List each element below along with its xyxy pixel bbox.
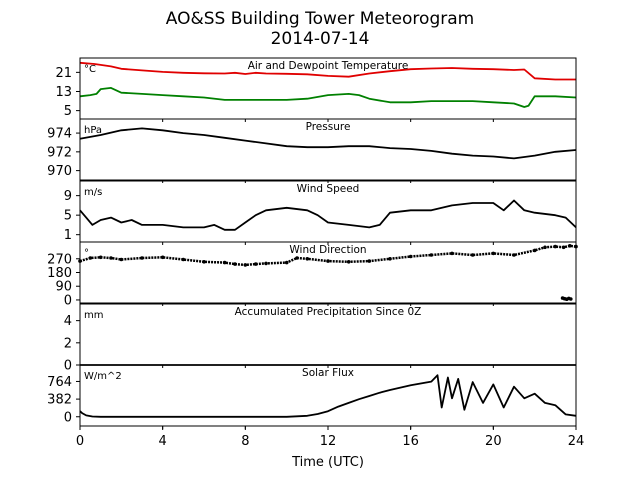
solar-flux-line-0 (79, 374, 577, 418)
wind-direction-title: Wind Direction (289, 244, 366, 256)
pressure-title: Pressure (306, 121, 351, 133)
wind-direction-point (450, 251, 454, 256)
temperature-series-1 (79, 87, 577, 108)
x-tick-label: 8 (241, 434, 249, 449)
wind-direction-series-1 (560, 296, 573, 302)
wind-direction-point (160, 255, 165, 260)
wind-direction-point (568, 244, 572, 248)
wind-direction-ytick-label: 270 (47, 252, 72, 267)
wind-direction-point (264, 261, 268, 266)
wind-direction-point (367, 259, 372, 263)
wind-direction-point (119, 257, 124, 262)
precipitation-title: Accumulated Precipitation Since 0Z (235, 306, 422, 318)
wind-direction-point (98, 255, 103, 260)
solar-flux-series-0 (79, 374, 577, 418)
temperature-ytick-label: 13 (55, 85, 72, 100)
wind-direction-point (429, 253, 434, 257)
wind-direction-unit-label: ° (84, 248, 89, 259)
wind-direction-point (553, 244, 558, 249)
x-tick-label: 12 (320, 434, 337, 449)
solar-flux-ytick-label: 764 (47, 375, 72, 390)
pressure-line-0 (79, 127, 577, 160)
solar-flux-title: Solar Flux (302, 367, 354, 379)
wind-speed-title: Wind Speed (297, 183, 360, 195)
wind-direction-point (284, 260, 289, 265)
wind-direction-point (326, 259, 330, 263)
wind-direction-point (202, 260, 206, 264)
wind-speed-line-0 (79, 199, 577, 231)
temperature-series-0 (79, 61, 576, 81)
wind-direction-series-0 (78, 244, 578, 267)
solar-flux-ytick-label: 0 (64, 410, 72, 425)
wind-direction-point (346, 260, 351, 264)
wind-direction-point (253, 262, 258, 266)
panel-wind-speed: 1 5 9 Wind Speed m/s (64, 180, 577, 245)
temperature-line-0 (79, 61, 576, 81)
wind-direction-point (295, 256, 299, 260)
x-axis: 0 4 8 12 16 20 24 (76, 426, 584, 449)
wind-direction-ytick-label: 180 (47, 266, 72, 281)
figure-title: AO&SS Building Tower Meteorogram (166, 9, 474, 29)
x-tick-label: 16 (402, 434, 419, 449)
wind-direction-point (408, 254, 413, 259)
temperature-ytick-label: 21 (55, 66, 72, 81)
wind-direction-point (243, 263, 248, 267)
wind-direction-point (88, 256, 93, 260)
pressure-ytick-label: 972 (47, 145, 72, 160)
temperature-ytick-label: 5 (64, 104, 72, 119)
x-tick-label: 24 (568, 434, 585, 449)
wind-direction-point (388, 257, 392, 261)
wind-direction-point (222, 260, 227, 265)
temperature-title: Air and Dewpoint Temperature (248, 60, 409, 72)
wind-direction-point (543, 245, 547, 250)
x-tick-label: 4 (159, 434, 167, 449)
wind-direction-ytick-label: 90 (55, 280, 72, 295)
pressure-unit-label: hPa (84, 125, 102, 136)
wind-direction-point (512, 253, 516, 257)
panel-pressure: 970 972 974 Pressure hPa (47, 118, 577, 183)
wind-speed-ytick-label: 9 (64, 189, 72, 204)
wind-direction-ytick-label: 0 (64, 293, 72, 308)
x-tick-label: 0 (76, 434, 84, 449)
wind-direction-point (532, 248, 537, 253)
figure-subtitle: 2014-07-14 (271, 29, 370, 49)
temperature-line-1 (79, 87, 577, 108)
wind-direction-point (561, 245, 566, 250)
wind-direction-point (305, 257, 310, 261)
pressure-ytick-label: 970 (47, 164, 72, 179)
wind-direction-point (181, 257, 186, 262)
precipitation-ytick-label: 2 (64, 336, 72, 351)
precipitation-unit-label: mm (84, 310, 103, 321)
wind-direction-point (470, 253, 475, 257)
wind-speed-ytick-label: 1 (64, 228, 72, 243)
precipitation-ytick-label: 4 (64, 314, 72, 329)
panel-solar-flux: 0 382 764 Solar Flux W/m^2 (47, 364, 577, 429)
wind-direction-point (491, 251, 496, 256)
pressure-series-0 (79, 127, 577, 160)
x-axis-label: Time (UTC) (291, 455, 364, 470)
solar-flux-ytick-label: 382 (47, 393, 72, 408)
wind-direction-point (569, 297, 573, 301)
x-tick-label: 20 (485, 434, 502, 449)
solar-flux-unit-label: W/m^2 (84, 371, 122, 382)
temperature-unit-label: °C (84, 64, 96, 75)
wind-direction-point (140, 256, 144, 260)
pressure-ytick-label: 974 (47, 127, 72, 142)
wind-speed-unit-label: m/s (84, 187, 102, 198)
precipitation-ytick-label: 0 (64, 359, 72, 374)
wind-direction-point (109, 256, 113, 260)
wind-speed-ytick-label: 5 (64, 209, 72, 224)
wind-direction-point (233, 262, 237, 266)
wind-speed-series-0 (79, 199, 577, 231)
